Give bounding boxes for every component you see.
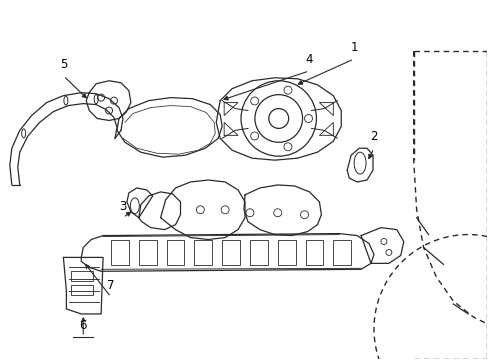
Bar: [139, 239, 156, 265]
Bar: [277, 239, 295, 265]
Text: 6: 6: [80, 319, 87, 332]
Text: 3: 3: [119, 200, 126, 213]
Bar: [333, 239, 350, 265]
Text: 5: 5: [60, 58, 67, 71]
Bar: [71, 285, 93, 295]
Text: 2: 2: [369, 130, 377, 143]
Bar: [222, 239, 240, 265]
Bar: [111, 239, 129, 265]
Bar: [166, 239, 184, 265]
Text: 7: 7: [107, 279, 115, 292]
Text: 1: 1: [350, 41, 357, 54]
Bar: [71, 271, 93, 281]
Text: 4: 4: [305, 53, 313, 66]
Bar: [305, 239, 323, 265]
Bar: [194, 239, 212, 265]
Bar: [249, 239, 267, 265]
